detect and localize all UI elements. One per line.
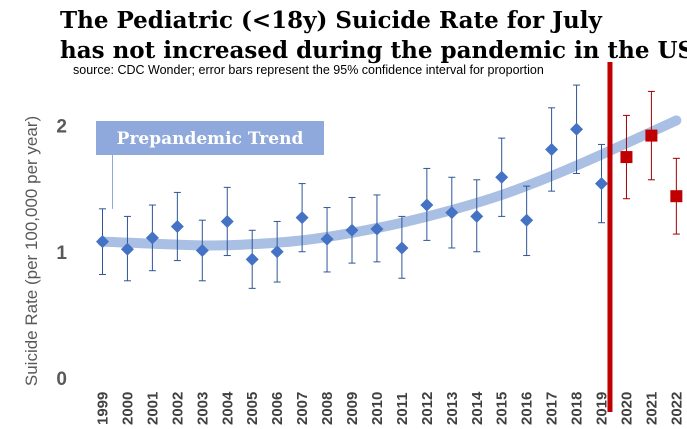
data-point-2001 xyxy=(145,231,159,245)
data-point-2004 xyxy=(220,214,234,228)
x-tick-label: 2009 xyxy=(344,392,361,425)
y-axis: 0 1 2 xyxy=(56,117,67,391)
marker-layer xyxy=(96,122,683,266)
data-point-2002 xyxy=(170,220,184,233)
x-tick-label: 2014 xyxy=(469,391,486,425)
x-tick-label: 2021 xyxy=(643,392,660,425)
chart-title-line2: has not increased during the pandemic in… xyxy=(60,37,687,64)
data-point-2005 xyxy=(245,252,259,266)
y-axis-label: Suicide Rate (per 100,000 per year) xyxy=(22,116,41,386)
data-point-2003 xyxy=(195,243,209,257)
data-point-2015 xyxy=(495,170,509,184)
x-tick-label: 2015 xyxy=(494,392,511,425)
x-tick-label: 2006 xyxy=(269,392,286,425)
data-point-2020 xyxy=(620,151,633,164)
trend-label-box xyxy=(96,121,324,155)
data-point-2019 xyxy=(595,177,608,191)
data-point-2007 xyxy=(295,211,309,225)
data-point-2011 xyxy=(395,241,409,255)
x-tick-label: 2001 xyxy=(144,392,161,425)
x-tick-label: 2008 xyxy=(319,392,336,425)
x-tick-label: 2016 xyxy=(519,392,536,425)
data-point-2006 xyxy=(270,245,284,259)
data-point-2008 xyxy=(320,232,334,246)
x-tick-label: 2012 xyxy=(419,392,436,425)
chart-subtitle: source: CDC Wonder; error bars represent… xyxy=(73,63,544,77)
x-tick-label: 2013 xyxy=(444,392,461,425)
x-tick-label: 2002 xyxy=(169,392,186,425)
x-tick-label: 2000 xyxy=(119,392,136,425)
x-tick-label: 2005 xyxy=(244,392,261,425)
x-tick-label: 2022 xyxy=(668,392,685,425)
x-tick-label: 2020 xyxy=(618,392,635,425)
y-tick-label: 2 xyxy=(56,117,67,138)
data-point-2018 xyxy=(570,122,584,136)
y-tick-label: 0 xyxy=(56,369,67,390)
data-point-2016 xyxy=(520,213,534,227)
x-tick-label: 2007 xyxy=(294,392,311,425)
x-tick-label: 2018 xyxy=(569,392,586,425)
data-point-1999 xyxy=(96,235,109,249)
x-tick-label: 2011 xyxy=(394,392,411,425)
x-tick-label: 2017 xyxy=(544,392,561,425)
data-point-2014 xyxy=(470,209,484,223)
x-tick-label: 2019 xyxy=(594,392,611,425)
data-point-2010 xyxy=(370,222,384,236)
x-tick-label: 1999 xyxy=(95,392,112,425)
data-point-2000 xyxy=(120,242,134,256)
chart-title-line1: The Pediatric (<18y) Suicide Rate for Ju… xyxy=(60,7,602,34)
data-point-2009 xyxy=(345,223,359,237)
y-tick-label: 1 xyxy=(56,243,67,264)
x-tick-label: 2003 xyxy=(194,392,211,425)
x-axis: 1999 2000 2001 2002 2003 2004 2005 2006 2007 2008… xyxy=(95,391,686,425)
data-point-2017 xyxy=(545,142,559,156)
x-tick-label: 2004 xyxy=(219,391,236,425)
data-point-2013 xyxy=(445,206,459,220)
trend-label: Prepandemic Trend xyxy=(117,129,304,149)
data-point-2022 xyxy=(670,190,683,203)
data-point-2012 xyxy=(420,198,434,212)
errorbar-layer xyxy=(99,84,680,289)
x-tick-label: 2010 xyxy=(369,392,386,425)
data-point-2021 xyxy=(645,129,658,142)
